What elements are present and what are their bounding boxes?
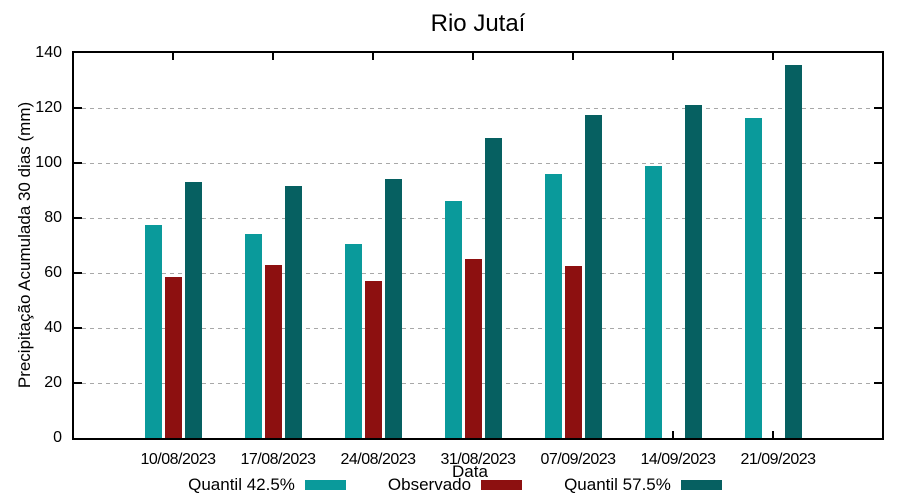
y-axis-title: Precipitação Acumulada 30 dias (mm) [15, 101, 34, 389]
bar-observado [164, 277, 182, 438]
bar-quantil-57-5- [484, 138, 502, 438]
legend-item: Quantil 42.5% [188, 475, 346, 495]
x-tick-label: 07/09/2023 [540, 451, 616, 468]
y-tick-right [874, 217, 882, 219]
bar-observado [264, 265, 282, 438]
bar-quantil-57-5- [784, 65, 802, 438]
gridline [74, 217, 880, 219]
bar-quantil-57-5- [684, 105, 702, 438]
legend-label: Observado [387, 475, 472, 494]
y-tick-left [74, 272, 82, 274]
bar-quantil-42-5- [744, 118, 762, 438]
x-tick-top [572, 53, 574, 60]
plot-area [72, 51, 884, 440]
bar-quantil-57-5- [184, 182, 202, 438]
y-tick-right [874, 382, 882, 384]
y-tick-label: 100 [35, 154, 62, 171]
y-tick-left [74, 217, 82, 219]
legend-swatch [481, 480, 523, 490]
bar-quantil-42-5- [544, 174, 562, 438]
x-tick-top [372, 53, 374, 60]
legend-item: Quantil 57.5% [564, 475, 722, 495]
y-tick-left [74, 382, 82, 384]
gridline [74, 107, 880, 109]
bar-quantil-42-5- [644, 166, 662, 438]
x-tick-top [272, 53, 274, 60]
bar-observado [464, 259, 482, 438]
gridline [74, 162, 880, 164]
y-tick-label: 80 [44, 209, 62, 226]
legend-item: Observado [387, 475, 523, 495]
y-tick-left [74, 107, 82, 109]
bar-quantil-57-5- [384, 179, 402, 438]
y-tick-right [874, 107, 882, 109]
y-tick-left [74, 327, 82, 329]
bar-quantil-42-5- [444, 201, 462, 438]
y-tick-right [874, 162, 882, 164]
x-tick-top [772, 53, 774, 60]
legend-label: Quantil 57.5% [564, 475, 671, 494]
y-tick-left [74, 162, 82, 164]
x-tick-label: 31/08/2023 [440, 451, 516, 468]
y-tick-right [874, 327, 882, 329]
legend: Quantil 42.5% Observado Quantil 57.5% [40, 475, 870, 495]
bar-quantil-42-5- [244, 234, 262, 438]
x-tick-bottom [772, 431, 774, 438]
x-tick-top [472, 53, 474, 60]
y-tick-right [874, 272, 882, 274]
x-axis-title: Data [452, 462, 488, 481]
y-tick-label: 120 [35, 99, 62, 116]
legend-label: Quantil 42.5% [188, 475, 295, 494]
x-tick-label: 14/09/2023 [640, 451, 716, 468]
bar-observado [564, 266, 582, 438]
bar-quantil-42-5- [144, 225, 162, 438]
bar-quantil-42-5- [344, 244, 362, 438]
chart-title: Rio Jutaí [430, 10, 526, 37]
x-tick-label: 21/09/2023 [740, 451, 816, 468]
x-tick-bottom [672, 431, 674, 438]
y-tick-label: 140 [35, 44, 62, 61]
y-tick-label: 0 [53, 429, 62, 446]
y-tick-label: 20 [44, 374, 62, 391]
bar-quantil-57-5- [284, 186, 302, 438]
x-tick-label: 10/08/2023 [140, 451, 216, 468]
legend-swatch [680, 480, 722, 490]
x-tick-label: 17/08/2023 [240, 451, 316, 468]
y-tick-label: 60 [44, 264, 62, 281]
x-tick-top [172, 53, 174, 60]
bar-observado [364, 281, 382, 438]
x-tick-label: 24/08/2023 [340, 451, 416, 468]
y-tick-label: 40 [44, 319, 62, 336]
legend-swatch [304, 480, 346, 490]
x-tick-top [672, 53, 674, 60]
bar-quantil-57-5- [584, 115, 602, 438]
